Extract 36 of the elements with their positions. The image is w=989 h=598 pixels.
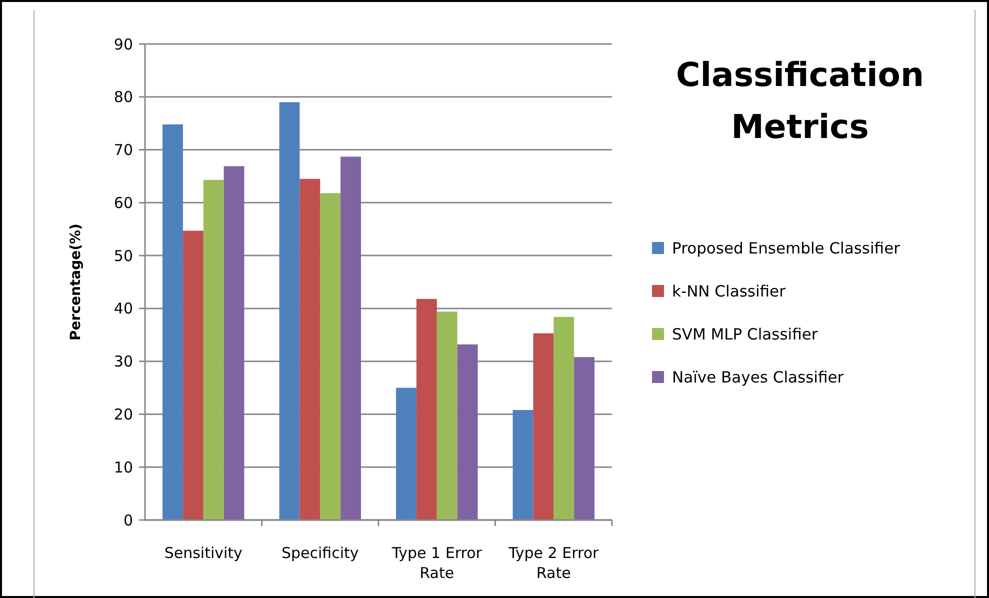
bar bbox=[574, 357, 594, 520]
y-tick-label: 20 bbox=[114, 405, 133, 424]
y-tick-label: 50 bbox=[114, 246, 133, 265]
bar bbox=[300, 178, 320, 520]
y-tick-label: 40 bbox=[114, 300, 133, 318]
y-tick-label: 70 bbox=[114, 141, 133, 160]
x-tick-label: Specificity bbox=[281, 544, 359, 562]
y-tick-label: 90 bbox=[114, 35, 133, 54]
bar bbox=[554, 316, 574, 520]
bar bbox=[182, 230, 204, 520]
y-tick-label: 60 bbox=[114, 194, 133, 212]
bar bbox=[203, 180, 224, 520]
bar bbox=[279, 102, 300, 520]
bar bbox=[162, 124, 183, 520]
x-tick-label: Type 2 Error Rate bbox=[508, 544, 600, 582]
x-tick-label: Sensitivity bbox=[164, 544, 243, 562]
bar bbox=[436, 312, 458, 520]
text: Classification Metrics bbox=[676, 55, 924, 146]
bar bbox=[533, 333, 554, 520]
bar bbox=[457, 344, 478, 520]
legend-label: k-NN Classifier bbox=[672, 282, 786, 300]
y-tick-label: 80 bbox=[114, 88, 133, 106]
legend-label: Naïve Bayes Classifier bbox=[672, 368, 844, 386]
x-tick-label: Type 1 Error Rate bbox=[390, 544, 483, 582]
y-tick-label: 30 bbox=[114, 352, 133, 371]
y-tick-label: 0 bbox=[123, 511, 133, 530]
bar bbox=[320, 193, 341, 520]
y-axis-title: Percentage(%) bbox=[68, 224, 84, 340]
legend-label: SVM MLP Classifier bbox=[672, 325, 818, 344]
bar bbox=[512, 410, 534, 520]
bar bbox=[224, 166, 244, 520]
bar bbox=[396, 388, 416, 520]
bar bbox=[416, 298, 437, 520]
y-tick-label: 10 bbox=[114, 458, 133, 476]
legend-label: Proposed Ensemble Classifier bbox=[672, 239, 901, 258]
bar bbox=[340, 156, 361, 520]
